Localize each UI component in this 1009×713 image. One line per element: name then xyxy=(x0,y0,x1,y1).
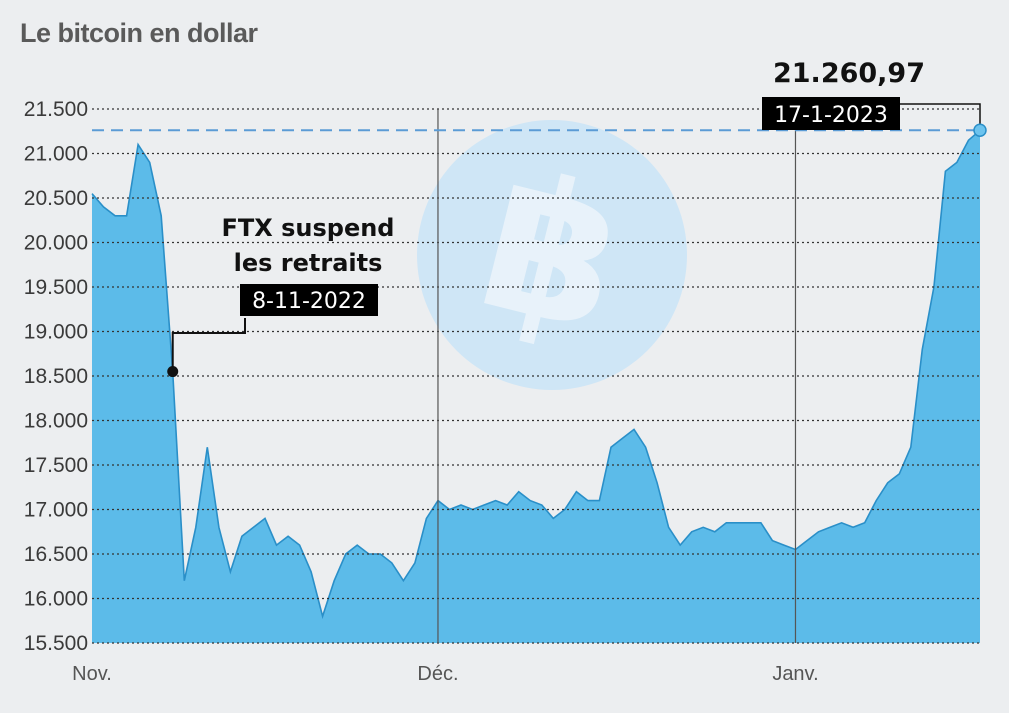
y-tick-label: 18.500 xyxy=(24,365,88,388)
y-tick-label: 17.000 xyxy=(24,499,88,522)
logo-circle xyxy=(417,120,687,390)
bitcoin-logo-icon: ฿ xyxy=(417,120,687,390)
y-tick-label: 18.000 xyxy=(24,410,88,433)
ftx-annotation-line-1: FTX suspend xyxy=(221,214,394,242)
ftx-annotation-line-2: les retraits xyxy=(234,249,383,277)
last-value-label: 21.260,97 xyxy=(773,58,925,89)
last-value-marker xyxy=(973,123,987,138)
x-tick-label: Déc. xyxy=(417,663,458,685)
y-tick-label: 19.000 xyxy=(24,321,88,344)
ftx-marker xyxy=(167,366,179,378)
y-tick-label: 15.500 xyxy=(24,632,88,655)
last-date-label: 17-1-2023 xyxy=(774,103,888,128)
y-tick-label: 21.500 xyxy=(24,98,88,121)
ftx-date-label: 8-11-2022 xyxy=(252,289,366,314)
ftx-date-box xyxy=(240,284,378,316)
y-tick-label: 16.000 xyxy=(24,588,88,611)
ftx-leader-line xyxy=(171,318,246,372)
price-line xyxy=(91,129,981,620)
chart-title: Le bitcoin en dollar xyxy=(20,18,258,48)
x-tick-label: Nov. xyxy=(72,663,112,685)
last-value-leader-line xyxy=(900,103,981,131)
y-tick-label: 16.500 xyxy=(24,543,88,566)
y-tick-label: 17.500 xyxy=(24,454,88,477)
y-tick-label: 21.000 xyxy=(24,143,88,166)
price-area xyxy=(92,130,980,644)
last-date-box xyxy=(762,97,900,130)
x-tick-label: Janv. xyxy=(772,663,818,685)
y-tick-label: 20.500 xyxy=(24,187,88,210)
y-tick-label: 20.000 xyxy=(24,232,88,255)
y-tick-label: 19.500 xyxy=(24,276,88,299)
